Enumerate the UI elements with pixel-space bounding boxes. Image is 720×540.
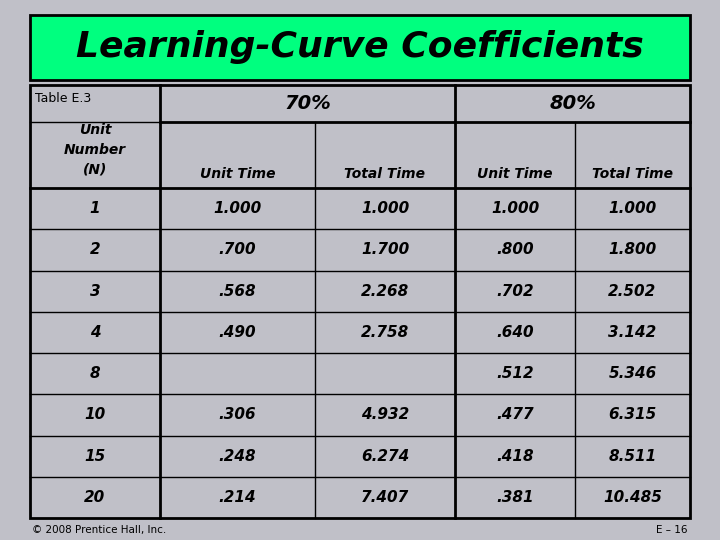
Text: 6.274: 6.274 [361, 449, 409, 464]
Text: .214: .214 [219, 490, 256, 505]
Text: 3.142: 3.142 [608, 325, 657, 340]
Text: .700: .700 [219, 242, 256, 258]
Text: 1.000: 1.000 [491, 201, 539, 216]
Text: 3: 3 [90, 284, 100, 299]
Text: .477: .477 [496, 407, 534, 422]
Text: 1.000: 1.000 [213, 201, 261, 216]
Text: .248: .248 [219, 449, 256, 464]
Text: Unit Time: Unit Time [477, 167, 553, 181]
Text: 4: 4 [90, 325, 100, 340]
Text: .568: .568 [219, 284, 256, 299]
Text: 1.800: 1.800 [608, 242, 657, 258]
Text: Table E.3: Table E.3 [35, 92, 91, 105]
Text: 1: 1 [90, 201, 100, 216]
Text: 1.000: 1.000 [608, 201, 657, 216]
Text: Unit
Number
(N): Unit Number (N) [64, 124, 126, 177]
Text: 2.502: 2.502 [608, 284, 657, 299]
Text: 5.346: 5.346 [608, 366, 657, 381]
Text: 80%: 80% [549, 94, 596, 113]
Text: 2: 2 [90, 242, 100, 258]
Text: .418: .418 [496, 449, 534, 464]
Text: E – 16: E – 16 [657, 525, 688, 535]
Text: 2.268: 2.268 [361, 284, 409, 299]
Text: 7.407: 7.407 [361, 490, 409, 505]
Text: .512: .512 [496, 366, 534, 381]
Text: Learning-Curve Coefficients: Learning-Curve Coefficients [76, 30, 644, 64]
Text: 2.758: 2.758 [361, 325, 409, 340]
Text: .381: .381 [496, 490, 534, 505]
Text: .490: .490 [219, 325, 256, 340]
Text: 4.932: 4.932 [361, 407, 409, 422]
Text: Total Time: Total Time [592, 167, 673, 181]
Text: 1.000: 1.000 [361, 201, 409, 216]
Bar [30, 15, 690, 80]
Text: .702: .702 [496, 284, 534, 299]
Text: Unit Time: Unit Time [199, 167, 275, 181]
Text: 70%: 70% [284, 94, 331, 113]
Text: 6.315: 6.315 [608, 407, 657, 422]
Text: .640: .640 [496, 325, 534, 340]
Text: 10: 10 [84, 407, 106, 422]
Text: 1.700: 1.700 [361, 242, 409, 258]
Bar [30, 85, 690, 518]
Text: © 2008 Prentice Hall, Inc.: © 2008 Prentice Hall, Inc. [32, 525, 166, 535]
Text: Total Time: Total Time [344, 167, 426, 181]
Text: 20: 20 [84, 490, 106, 505]
Text: .800: .800 [496, 242, 534, 258]
Text: 8.511: 8.511 [608, 449, 657, 464]
Text: 10.485: 10.485 [603, 490, 662, 505]
Text: 8: 8 [90, 366, 100, 381]
Text: .306: .306 [219, 407, 256, 422]
Text: 15: 15 [84, 449, 106, 464]
